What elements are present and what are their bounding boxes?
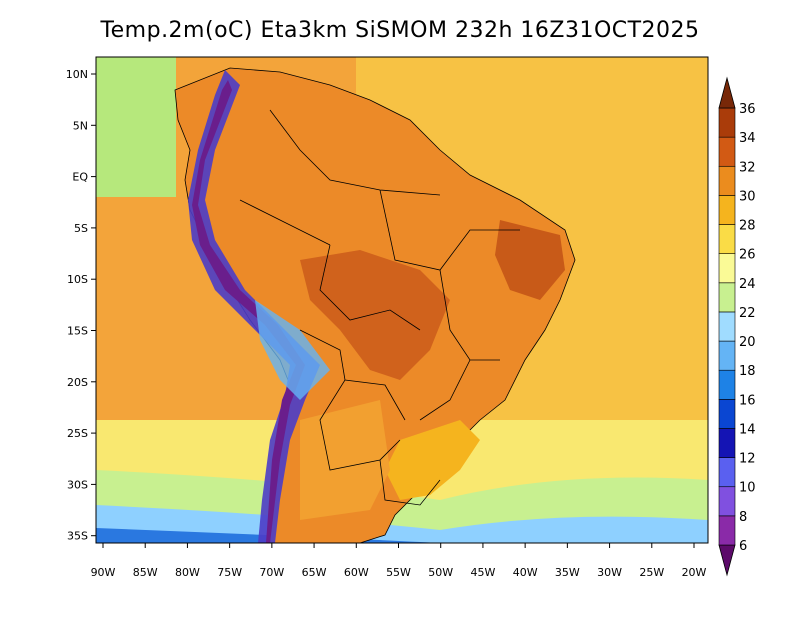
y-tick-label: 25S [67,427,88,440]
colorbar-label: 34 [739,131,756,146]
colorbar-label: 36 [739,102,756,117]
y-tick-label: 20S [67,376,88,389]
colorbar-segment [718,457,736,488]
colorbar-label: 26 [739,248,756,263]
altiplano-blue [255,300,330,400]
x-tick-label: 85W [133,566,158,579]
map-title: Temp.2m(oC) Eta3km SiSMOM 232h 16Z31OCT2… [100,18,700,43]
colorbar-max-arrow [718,76,736,109]
x-tick-label: 25W [639,566,664,579]
colorbar-label: 16 [739,393,756,408]
northeast-hot-zone [495,220,565,300]
colorbar: 6 8 10 12 14 16 18 20 22 24 26 28 30 32 34 36 [718,76,756,577]
colorbar-label: 22 [739,306,756,321]
colorbar-segment [718,224,736,254]
colorbar-label: 20 [739,335,756,350]
colorbar-label: 14 [739,422,756,437]
y-tick-label: 10N [66,68,88,81]
southeast-mild-zone [385,420,480,500]
colorbar-label: 8 [739,510,747,525]
colorbar-segment [718,136,736,167]
x-tick-label: 70W [259,566,284,579]
x-axis: 90W 85W 80W 75W 70W 65W 60W 55W 50W 45W 40W 35W 30W 2… [91,543,707,579]
y-axis: 10N 5N EQ 5S 10S 15S 20S 25S 30S 35S [66,68,96,543]
x-tick-label: 60W [344,566,369,579]
colorbar-segment [718,399,736,429]
x-tick-label: 20W [682,566,707,579]
x-tick-label: 35W [555,566,580,579]
colorbar-label: 32 [739,160,756,175]
y-tick-label: 30S [67,478,88,491]
x-tick-label: 75W [217,566,242,579]
colorbar-label: 30 [739,189,756,204]
x-tick-label: 80W [175,566,200,579]
colorbar-label: 12 [739,452,756,467]
colorbar-segment [718,515,736,546]
x-tick-label: 45W [470,566,495,579]
map-frame [95,56,709,544]
colorbar-label: 28 [739,219,756,234]
y-tick-label: 5N [73,119,88,132]
x-tick-label: 65W [302,566,327,579]
country-borders [239,109,520,506]
colorbar-segment [718,428,736,458]
x-tick-label: 90W [91,566,116,579]
x-tick-label: 50W [428,566,453,579]
colorbar-segment [718,195,736,225]
colorbar-segment [718,340,736,371]
colorbar-segment [718,369,736,400]
x-tick-label: 30W [597,566,622,579]
y-tick-label: 15S [67,325,88,338]
x-tick-label: 55W [386,566,411,579]
colorbar-label: 24 [739,277,756,292]
y-tick-label: 35S [67,530,88,543]
y-tick-label: EQ [72,171,88,184]
pacific-cool-zone [96,57,176,197]
map-field [96,57,708,543]
y-tick-label: 10S [67,273,88,286]
colorbar-segment [718,107,736,138]
colorbar-segment [718,165,736,196]
colorbar-label: 10 [739,481,756,496]
colorbar-min-arrow [718,544,736,577]
colorbar-segment [718,311,736,342]
interior-hot-zone [300,250,450,380]
colorbar-segment [718,486,736,517]
y-tick-label: 5S [74,222,88,235]
colorbar-label: 18 [739,364,756,379]
southern-plains-zone [300,400,390,520]
colorbar-label: 6 [739,539,747,554]
colorbar-segment [718,253,736,284]
x-tick-label: 40W [513,566,538,579]
south-cold-band [96,505,708,543]
colorbar-segment [718,282,736,313]
